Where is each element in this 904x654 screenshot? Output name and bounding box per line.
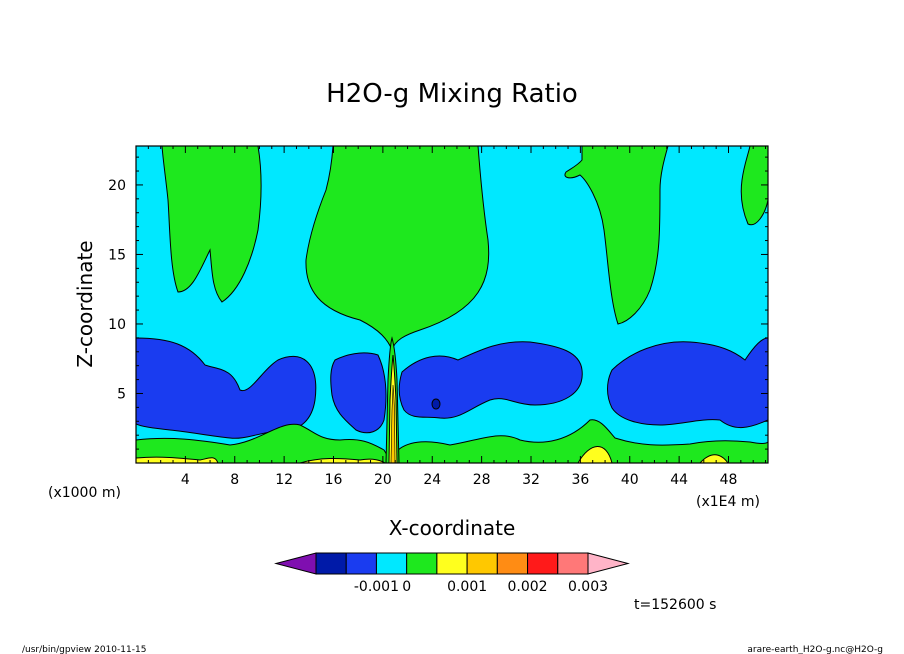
- updraft-core-orange: [390, 384, 396, 463]
- colorbar-arrow-low: [274, 552, 317, 575]
- x-tick-label: 28: [473, 472, 491, 488]
- colorbar-tick-label: 0.002: [508, 579, 548, 595]
- x-axis: 4 8 12 16 20 24 28 32 36 40 44 48: [147, 146, 767, 488]
- y-tick-label: 5: [117, 386, 126, 402]
- colorbar-swatch: [375, 552, 408, 575]
- plot-area: [136, 146, 768, 463]
- colorbar-swatch: [406, 552, 438, 575]
- plot-frame: [135, 145, 769, 464]
- upper-plume-far-right: [740, 146, 768, 226]
- y-tick-label: 10: [108, 317, 126, 333]
- green-band-lower: [136, 423, 393, 463]
- blue-layer-center-right: [398, 341, 583, 419]
- colorbar-tick-label: 0.003: [568, 579, 608, 595]
- x-tick-label: 36: [571, 472, 589, 488]
- colorbar-swatch: [527, 552, 559, 575]
- colorbar-swatch: [315, 552, 347, 575]
- colorbar-labels: -0.001 0 0.001 0.002 0.003: [354, 579, 608, 595]
- blue-layer-small-patch: [431, 398, 441, 410]
- blue-layer-center-left: [330, 352, 387, 434]
- colorbar-swatch: [557, 552, 589, 575]
- footer-left: /usr/bin/gpview 2010-11-15: [22, 645, 146, 654]
- x-tick-label: 24: [423, 472, 441, 488]
- x-tick-label: 44: [670, 472, 688, 488]
- colorbar-swatch: [496, 552, 529, 575]
- x-tick-label: 20: [374, 472, 392, 488]
- x-tick-label: 4: [181, 472, 190, 488]
- colorbar: [274, 552, 630, 575]
- x-tick-label: 16: [325, 472, 343, 488]
- colorbar-swatch: [466, 552, 498, 575]
- x-tick-label: 8: [230, 472, 239, 488]
- colorbar-tick-label: -0.001: [354, 579, 399, 595]
- colorbar-swatch: [345, 552, 377, 575]
- x-tick-label: 40: [621, 472, 639, 488]
- colorbar-arrow-high: [587, 552, 630, 575]
- y-tick-label: 15: [108, 247, 126, 263]
- upper-plume-left: [161, 146, 262, 303]
- colorbar-tick-label: 0: [402, 579, 411, 595]
- upper-plume-center: [305, 146, 490, 352]
- footer-right: arare-earth_H2O-g.nc@H2O-g: [747, 645, 883, 654]
- x-axis-label: X-coordinate: [389, 516, 516, 540]
- y-tick-label: 20: [108, 178, 126, 194]
- x-tick-label: 32: [522, 472, 540, 488]
- colorbar-swatch: [436, 552, 468, 575]
- upper-plume-right: [564, 146, 669, 325]
- chart-title: H2O-g Mixing Ratio: [326, 79, 578, 109]
- y-axis-label: Z-coordinate: [73, 240, 97, 367]
- colorbar-tick-label: 0.001: [447, 579, 487, 595]
- y-axis: 5 10 15 20: [108, 156, 768, 450]
- green-band-lower-right: [397, 419, 768, 463]
- x-tick-label: 48: [720, 472, 738, 488]
- blue-layer-right: [607, 337, 768, 428]
- blue-layer-left: [136, 337, 317, 439]
- x-unit-left: (x1000 m): [48, 485, 121, 501]
- x-unit-right: (x1E4 m): [696, 494, 760, 510]
- time-label: t=152600 s: [634, 597, 716, 613]
- x-tick-label: 12: [275, 472, 293, 488]
